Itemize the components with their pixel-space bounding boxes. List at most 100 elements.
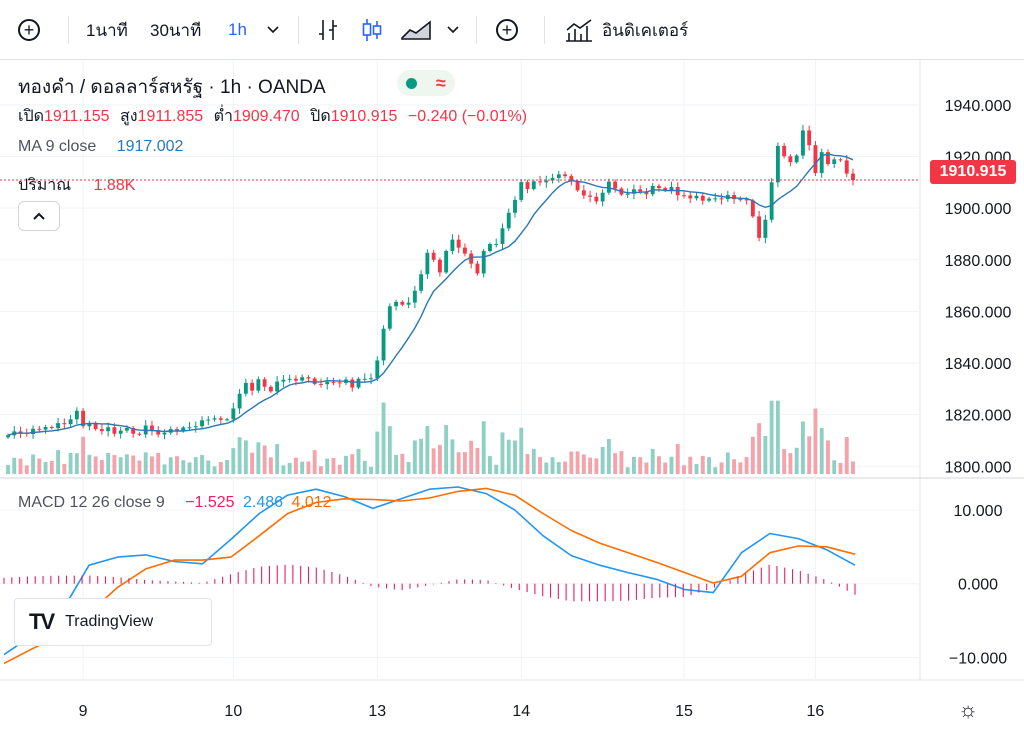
candle-body — [625, 193, 630, 195]
volume-bar — [782, 449, 787, 474]
candle-body — [106, 427, 111, 432]
candle-body — [813, 145, 818, 174]
candle-body — [807, 130, 812, 146]
volume-bar — [663, 462, 668, 474]
candle-body — [212, 418, 217, 420]
volume-bar — [506, 439, 511, 474]
bar-style-button[interactable] — [316, 14, 340, 46]
time-tick-label: 13 — [368, 703, 386, 720]
candle-body — [688, 195, 693, 199]
open-value: 1911.155 — [44, 108, 110, 125]
candle-body — [844, 160, 849, 174]
candles-style-button[interactable] — [360, 14, 384, 46]
volume-bar — [81, 436, 86, 474]
candle-body — [331, 381, 336, 383]
ma-legend[interactable]: MA 9 close 1917.002 — [18, 138, 183, 156]
volume-bar — [375, 431, 380, 474]
volume-bar — [800, 421, 805, 474]
candle-body — [556, 174, 561, 178]
low-label: ต่ำ — [213, 108, 233, 125]
candle-body — [569, 176, 574, 182]
indicators-button[interactable]: อินดิเคเตอร์ — [564, 14, 688, 46]
volume-bar — [719, 462, 724, 474]
settings-button[interactable]: ☼ — [958, 697, 978, 723]
volume-bar — [150, 456, 154, 474]
volume-bar — [68, 453, 73, 474]
volume-bar — [31, 454, 35, 474]
toolbar-divider — [298, 16, 299, 44]
volume-bar — [444, 425, 449, 474]
candle-body — [550, 177, 555, 181]
candle-body — [700, 195, 705, 201]
volume-bar — [93, 456, 98, 474]
toolbar-divider — [476, 16, 477, 44]
chevron-down-icon — [447, 26, 459, 34]
candle-body — [757, 216, 762, 238]
volume-bar — [600, 446, 605, 474]
candle-body — [237, 393, 242, 409]
candle-body — [450, 239, 455, 251]
price-axis: 1940.0001920.0001900.0001880.0001860.000… — [945, 98, 1012, 668]
collapse-legend-button[interactable] — [18, 201, 60, 231]
candles-icon — [362, 19, 382, 41]
volume-bar — [394, 454, 399, 474]
chart-canvas[interactable]: 1940.0001920.0001900.0001880.0001860.000… — [0, 60, 1024, 730]
time-tick-label: 16 — [807, 703, 825, 720]
watermark-text: TradingView — [65, 613, 154, 630]
volume-bar — [287, 462, 292, 474]
compare-button[interactable]: + — [496, 14, 518, 46]
market-status-pill[interactable]: ≈ — [397, 70, 455, 96]
candle-body — [657, 185, 661, 189]
volume-bar — [62, 463, 67, 474]
candle-body — [181, 427, 186, 432]
candle-body — [682, 195, 686, 197]
volume-bar — [106, 452, 111, 474]
volume-bar — [644, 462, 649, 474]
macd-hist-value: −1.525 — [185, 494, 235, 511]
interval-1m[interactable]: 1นาที — [86, 14, 128, 46]
volume-bar — [331, 458, 336, 474]
price-tick-label: 1800.000 — [945, 459, 1012, 476]
interval-30m[interactable]: 30นาที — [150, 14, 201, 46]
time-tick-label: 9 — [79, 703, 88, 720]
interval-1h[interactable]: 1h — [228, 14, 247, 46]
volume-bar — [406, 462, 411, 474]
candle-body — [406, 302, 411, 305]
candle-body — [200, 420, 204, 427]
volume-bar — [137, 460, 142, 474]
volume-bar — [419, 438, 424, 474]
candle-body — [819, 152, 824, 174]
add-symbol-button[interactable]: + — [18, 14, 40, 46]
volume-bar — [300, 461, 305, 474]
ma-line — [7, 153, 854, 436]
volume-bar — [669, 456, 674, 474]
candle-body — [256, 379, 261, 391]
gear-icon: ☼ — [958, 697, 979, 722]
volume-bar — [826, 440, 830, 474]
macd-legend[interactable]: MACD 12 26 close 9 −1.525 2.486 4.012 — [18, 494, 332, 512]
volume-bar — [788, 453, 793, 474]
volume-bar — [613, 453, 618, 474]
candle-body — [56, 423, 61, 429]
candle-body — [707, 198, 711, 201]
candle-body — [74, 410, 79, 420]
volume-bar — [262, 445, 267, 474]
volume-bar — [49, 460, 54, 474]
volume-bar — [688, 456, 693, 474]
volume-bar — [531, 448, 536, 474]
volume-bar — [118, 457, 123, 474]
volume-bar — [325, 458, 330, 474]
symbol-title[interactable]: ทองคำ / ดอลลาร์สหรัฐ · 1h · OANDA — [18, 77, 326, 98]
candle-body — [31, 428, 35, 434]
volume-bar — [606, 438, 611, 474]
tradingview-watermark[interactable]: TV TradingView — [14, 598, 212, 646]
candle-body — [431, 252, 436, 260]
price-tick-label: 1940.000 — [945, 98, 1012, 115]
chart-style-dropdown[interactable] — [446, 14, 460, 46]
area-style-button[interactable] — [400, 14, 432, 46]
candle-body — [400, 301, 405, 305]
volume-legend[interactable]: ปริมาณ 1.88K — [18, 173, 135, 198]
volume-bar — [732, 459, 737, 474]
candle-body — [750, 200, 755, 217]
interval-dropdown[interactable] — [266, 14, 280, 46]
